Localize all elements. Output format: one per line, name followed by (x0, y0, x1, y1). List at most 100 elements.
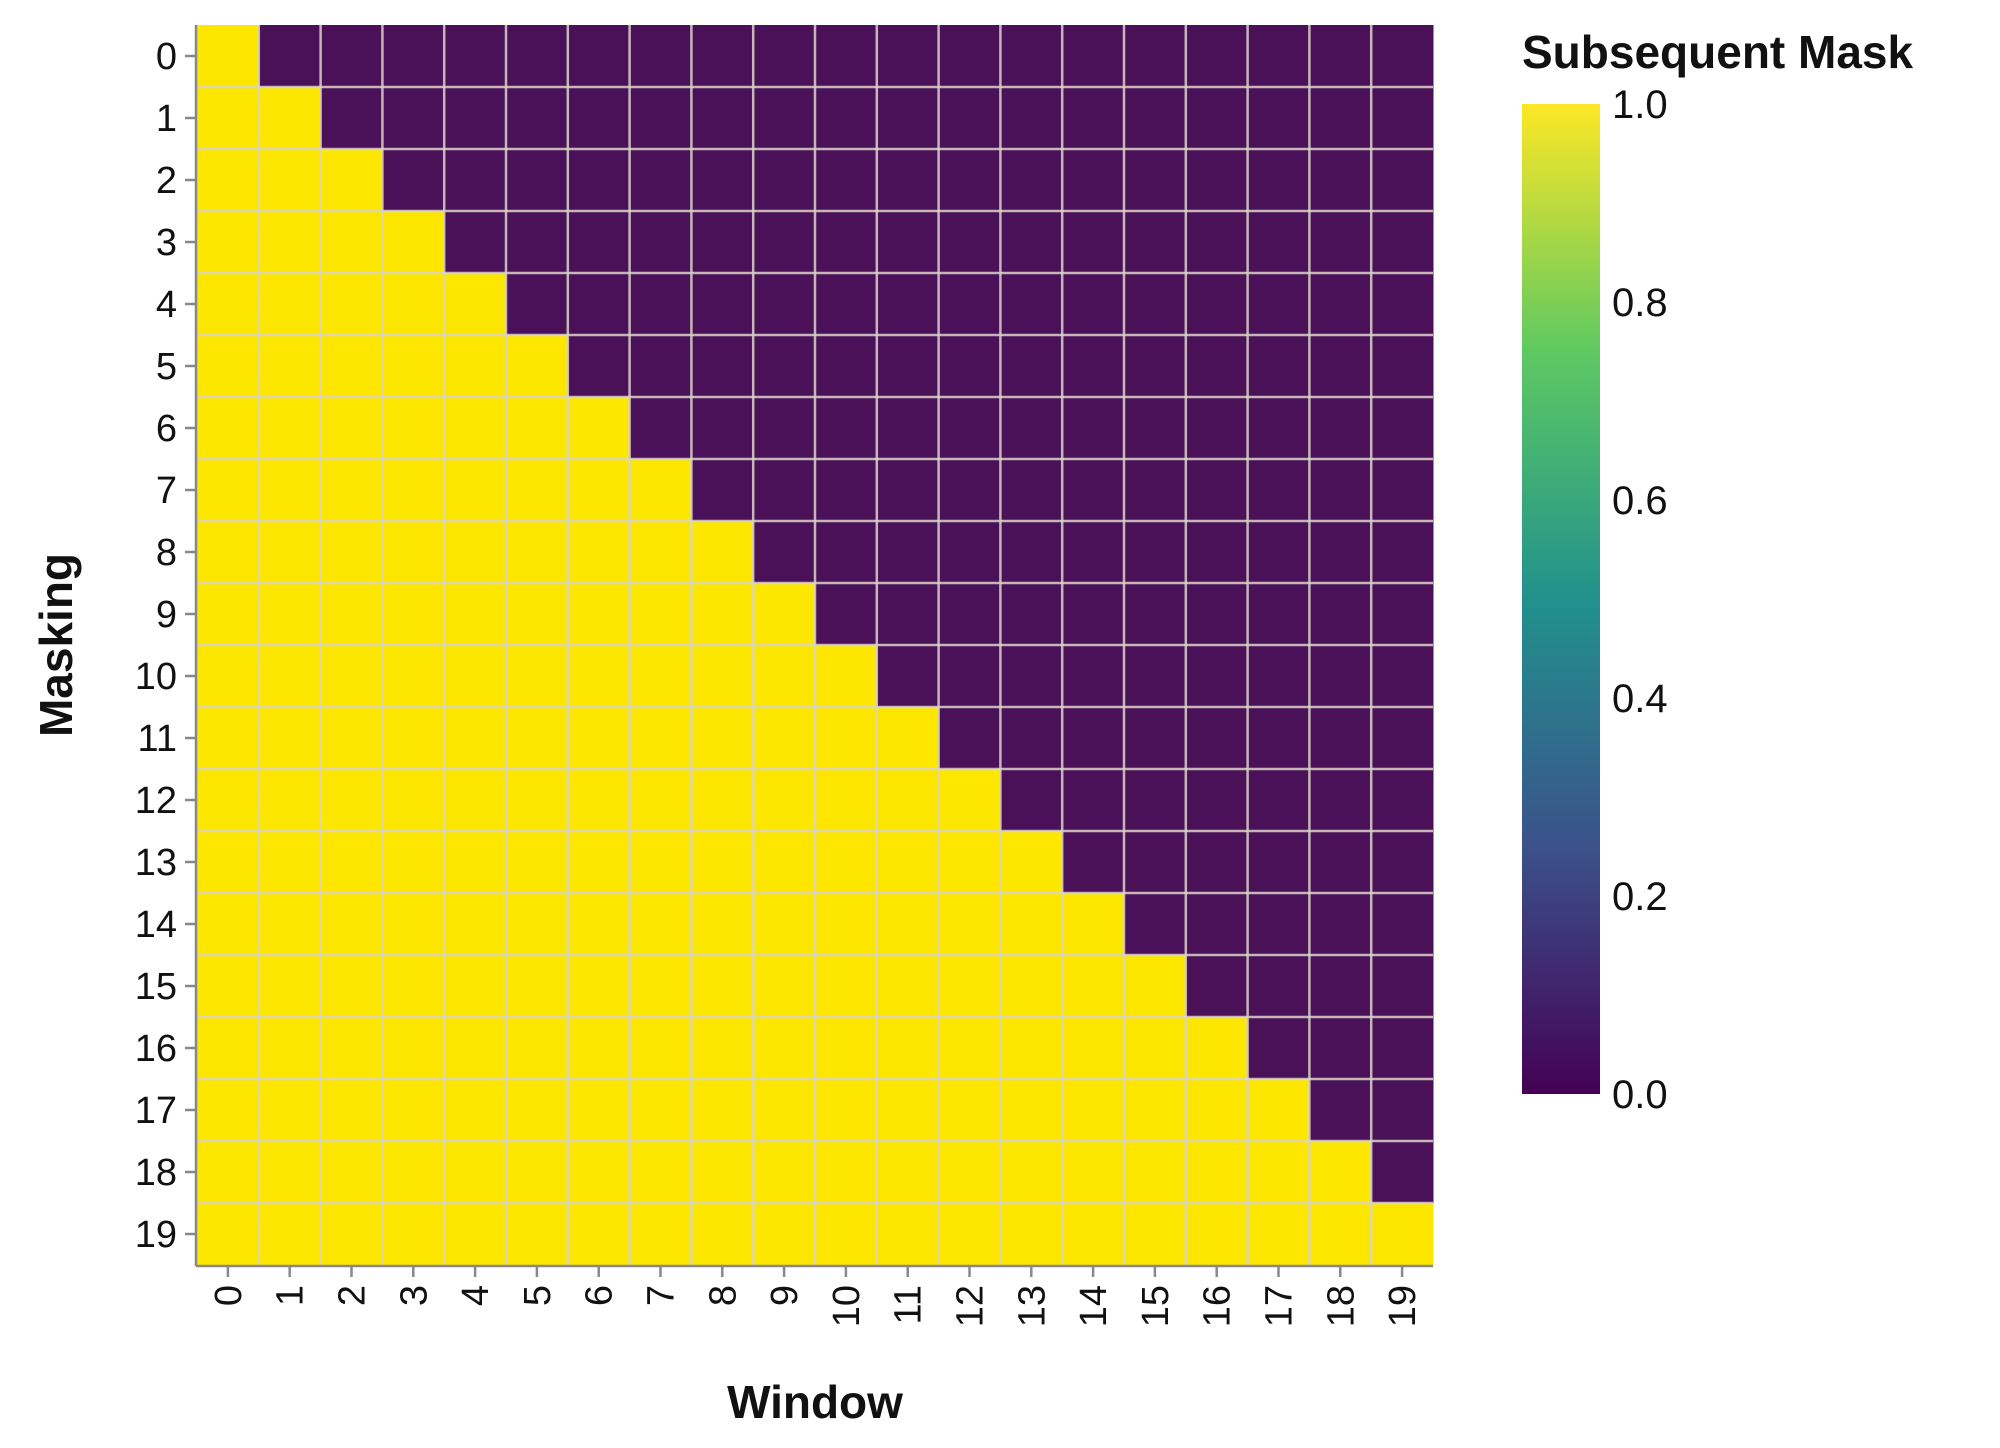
heatmap-cell-r1-c17 (1247, 87, 1310, 150)
heatmap-cell-r13-c12 (938, 831, 1001, 894)
legend-ticks: 1.0 0.8 0.6 0.4 0.2 0.0 (1612, 83, 1668, 1117)
heatmap-cell-r18-c6 (567, 1141, 631, 1204)
y-tick-label: 4 (156, 284, 177, 326)
heatmap-cell-r14-c10 (815, 893, 878, 956)
legend-title: Subsequent Mask (1522, 26, 1914, 78)
heatmap-cell-r15-c4 (444, 955, 507, 1018)
legend-tick-label: 0.0 (1612, 1073, 1668, 1117)
heatmap-cell-r14-c8 (691, 893, 754, 956)
legend-tick-label: 0.4 (1612, 677, 1668, 721)
heatmap-cell-r1-c12 (938, 87, 1001, 150)
heatmap-cell-r16-c4 (444, 1017, 507, 1080)
heatmap-cell-r16-c17 (1247, 1017, 1310, 1080)
legend-tick-label: 0.2 (1612, 875, 1668, 919)
x-tick-label: 4 (455, 1285, 497, 1306)
heatmap-cell-r8-c5 (506, 521, 569, 584)
heatmap-cell-r3-c8 (691, 211, 754, 274)
heatmap-cell-r9-c16 (1185, 583, 1249, 646)
heatmap-cell-r7-c1 (258, 459, 322, 522)
heatmap-cell-r19-c15 (1124, 1203, 1187, 1266)
heatmap-cell-r15-c6 (567, 955, 631, 1018)
y-tick-label: 1 (156, 98, 177, 140)
heatmap-cell-r7-c18 (1309, 459, 1372, 522)
heatmap-cell-r12-c16 (1185, 769, 1249, 832)
heatmap-gridlines (197, 25, 1433, 1265)
heatmap-cell-r10-c16 (1185, 645, 1249, 708)
heatmap-cell-r1-c9 (753, 87, 816, 150)
heatmap-cell-r0-c9 (753, 25, 816, 88)
heatmap-cell-r6-c9 (753, 397, 816, 460)
heatmap-cell-r0-c17 (1247, 25, 1310, 88)
heatmap-cell-r12-c18 (1309, 769, 1372, 832)
heatmap-cell-r4-c11 (876, 273, 940, 336)
heatmap-cell-r9-c10 (815, 583, 878, 646)
heatmap-cell-r13-c16 (1185, 831, 1249, 894)
heatmap-cell-r9-c1 (258, 583, 322, 646)
heatmap-cell-r5-c16 (1185, 335, 1249, 398)
heatmap-cell-r17-c2 (320, 1079, 383, 1142)
heatmap-cell-r10-c14 (1062, 645, 1125, 708)
heatmap-cell-r10-c18 (1309, 645, 1372, 708)
heatmap-cell-r0-c8 (691, 25, 754, 88)
heatmap-cell-r9-c6 (567, 583, 631, 646)
heatmap-cell-r9-c12 (938, 583, 1001, 646)
heatmap-cell-r6-c6 (567, 397, 631, 460)
heatmap-cell-r6-c8 (691, 397, 754, 460)
heatmap-cell-r12-c17 (1247, 769, 1310, 832)
heatmap-cell-r5-c19 (1371, 335, 1434, 398)
legend-tick-label: 0.8 (1612, 281, 1668, 325)
heatmap-cell-r10-c19 (1371, 645, 1434, 708)
heatmap-cell-r3-c12 (938, 211, 1001, 274)
heatmap-cell-r11-c12 (938, 707, 1001, 770)
heatmap-cell-r5-c2 (320, 335, 383, 398)
x-tick-label: 14 (1073, 1285, 1115, 1327)
heatmap-cell-r8-c9 (753, 521, 816, 584)
heatmap-cell-r11-c5 (506, 707, 569, 770)
heatmap-cell-r11-c9 (753, 707, 816, 770)
heatmap-cell-r19-c0 (197, 1203, 260, 1266)
heatmap-cell-r11-c15 (1124, 707, 1187, 770)
heatmap-cell-r4-c4 (444, 273, 507, 336)
heatmap-cell-r13-c0 (197, 831, 260, 894)
x-tick-label: 5 (517, 1285, 559, 1306)
heatmap-cell-r12-c4 (444, 769, 507, 832)
heatmap-cell-r12-c8 (691, 769, 754, 832)
heatmap-cell-r10-c10 (815, 645, 878, 708)
heatmap-cell-r8-c2 (320, 521, 383, 584)
heatmap-cell-r19-c6 (567, 1203, 631, 1266)
heatmap-cell-r6-c14 (1062, 397, 1125, 460)
heatmap-cell-r3-c4 (444, 211, 507, 274)
heatmap-cell-r4-c18 (1309, 273, 1372, 336)
heatmap-cell-r18-c19 (1371, 1141, 1434, 1204)
heatmap-cell-r12-c13 (1000, 769, 1063, 832)
heatmap-cell-r18-c4 (444, 1141, 507, 1204)
heatmap-cell-r13-c18 (1309, 831, 1372, 894)
heatmap-cell-r16-c9 (753, 1017, 816, 1080)
heatmap-cell-r19-c1 (258, 1203, 322, 1266)
heatmap-cell-r1-c18 (1309, 87, 1372, 150)
legend-tick-label: 0.6 (1612, 479, 1668, 523)
heatmap-cell-r15-c11 (876, 955, 940, 1018)
heatmap-cell-r9-c19 (1371, 583, 1434, 646)
heatmap-cell-r19-c18 (1309, 1203, 1372, 1266)
y-tick-label: 7 (156, 470, 177, 512)
y-tick-label: 0 (156, 36, 177, 78)
y-tick-label: 3 (156, 222, 177, 264)
heatmap-cell-r4-c5 (506, 273, 569, 336)
heatmap-cell-r17-c9 (753, 1079, 816, 1142)
heatmap-cell-r2-c6 (567, 149, 631, 212)
heatmap-cell-r12-c7 (629, 769, 692, 832)
heatmap-cell-r12-c11 (876, 769, 940, 832)
heatmap-cell-r16-c8 (691, 1017, 754, 1080)
heatmap-cell-r2-c18 (1309, 149, 1372, 212)
x-tick-label: 15 (1135, 1285, 1177, 1327)
heatmap-cell-r7-c15 (1124, 459, 1187, 522)
heatmap-cell-r8-c8 (691, 521, 754, 584)
y-tick-label: 15 (135, 966, 177, 1008)
heatmap-cell-r6-c4 (444, 397, 507, 460)
heatmap-cell-r15-c1 (258, 955, 322, 1018)
heatmap-cell-r9-c18 (1309, 583, 1372, 646)
heatmap-cell-r4-c6 (567, 273, 631, 336)
heatmap-cell-r15-c12 (938, 955, 1001, 1018)
heatmap-cell-r5-c14 (1062, 335, 1125, 398)
